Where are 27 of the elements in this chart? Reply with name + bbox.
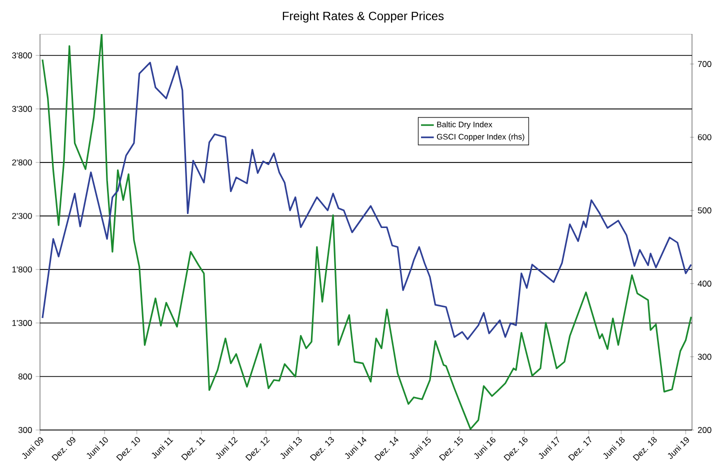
y2-tick-label: 300 — [698, 354, 712, 360]
x-tick-label: Dez. 09 — [52, 437, 76, 461]
x-tick-label: Dez. 11 — [181, 437, 206, 460]
y-tick-label: 1'300 — [12, 320, 32, 326]
y2-tick-label: 400 — [698, 280, 712, 287]
y-tick-label: 1'800 — [12, 266, 32, 272]
line-series — [42, 34, 692, 430]
y-tick-label: 800 — [18, 373, 32, 380]
chart-title: Freight Rates & Copper Prices — [282, 11, 444, 23]
x-tick-label: Dez. 10 — [116, 437, 140, 461]
x-tick-label: Dez. 16 — [504, 436, 528, 461]
y-tick-label: 3'800 — [12, 52, 32, 58]
y-tick-label: 300 — [18, 427, 32, 433]
y2-tick-label: 700 — [698, 61, 712, 67]
x-tick-label: Dez. 14 — [374, 436, 399, 461]
x-tick-label: Dez. 18 — [632, 436, 657, 461]
y2-tick-label: 600 — [698, 134, 712, 140]
y2-tick-label: 500 — [698, 207, 712, 214]
x-tick-label: Dez. 17 — [568, 436, 592, 461]
x-tick-label: Dez. 13 — [310, 436, 334, 461]
x-tick-label: Dez. 12 — [245, 436, 270, 461]
x-tick-label: Dez. 15 — [439, 436, 463, 461]
y-tick-label: 2'300 — [12, 212, 32, 219]
y-tick-label: 3'300 — [12, 106, 32, 112]
y-tick-label: 2'800 — [12, 159, 32, 166]
line-series — [42, 62, 692, 340]
y2-tick-label: 200 — [698, 427, 712, 433]
